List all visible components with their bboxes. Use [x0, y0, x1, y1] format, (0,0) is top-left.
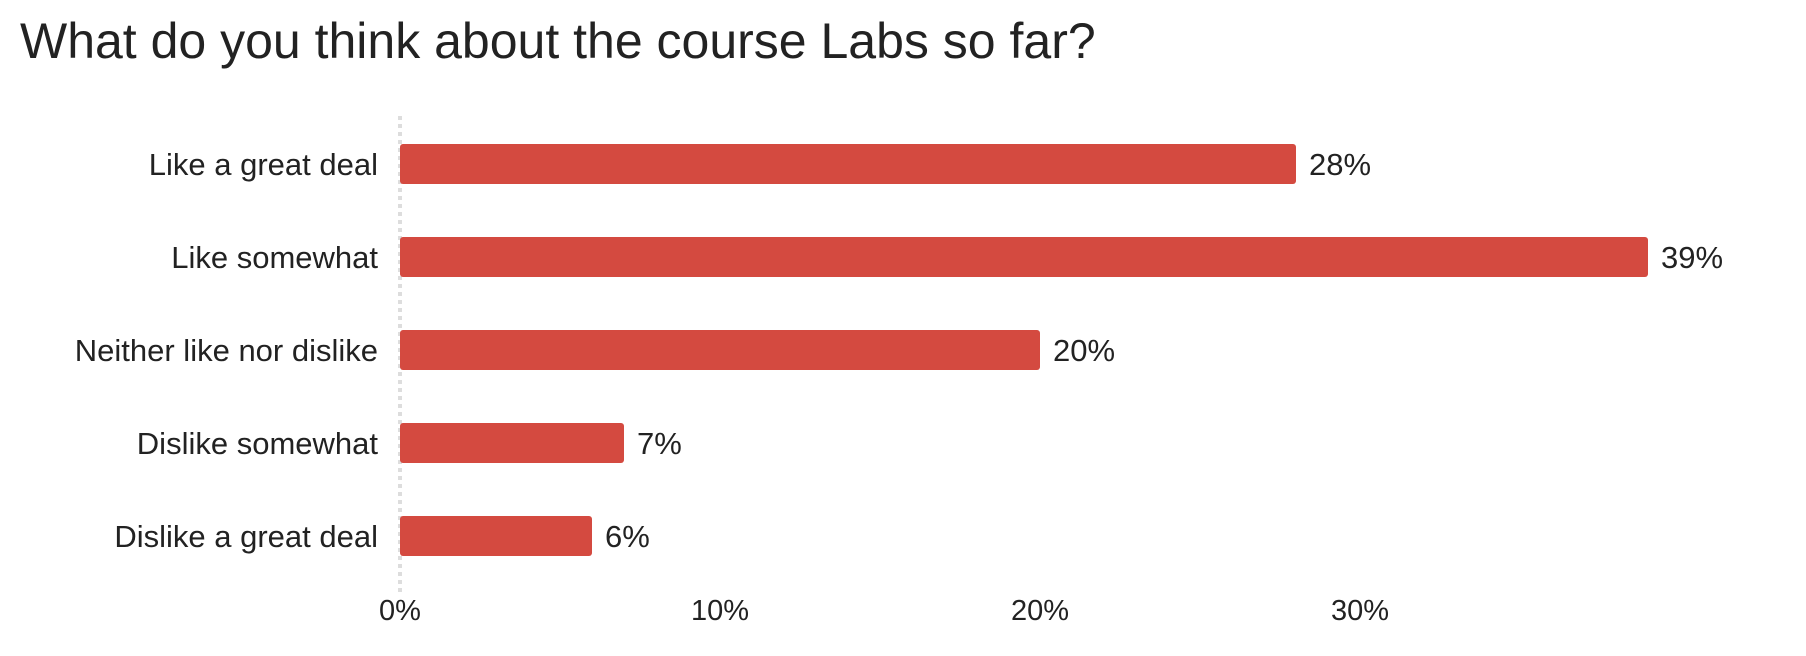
bar: [400, 516, 592, 556]
x-axis-ticks-group: 0% 10% 20% 30%: [379, 595, 1389, 627]
category-label: Like somewhat: [171, 240, 378, 275]
bar: [400, 330, 1040, 370]
value-labels-group: 28% 39% 20% 7% 6%: [605, 147, 1723, 554]
value-label: 20%: [1053, 333, 1115, 368]
x-tick-label: 30%: [1331, 595, 1389, 627]
category-labels-group: Like a great deal Like somewhat Neither li…: [75, 147, 379, 554]
x-tick-label: 10%: [691, 595, 749, 627]
bar: [400, 423, 624, 463]
value-label: 28%: [1309, 147, 1371, 182]
value-label: 39%: [1661, 240, 1723, 275]
bar: [400, 144, 1296, 184]
category-label: Neither like nor dislike: [75, 333, 378, 368]
chart-title: What do you think about the course Labs …: [20, 13, 1096, 69]
value-label: 6%: [605, 519, 650, 554]
bars-group: [400, 144, 1648, 556]
x-tick-label: 0%: [379, 595, 421, 627]
x-tick-label: 20%: [1011, 595, 1069, 627]
bar: [400, 237, 1648, 277]
category-label: Dislike a great deal: [114, 519, 378, 554]
category-label: Dislike somewhat: [137, 426, 379, 461]
category-label: Like a great deal: [149, 147, 378, 182]
value-label: 7%: [637, 426, 682, 461]
